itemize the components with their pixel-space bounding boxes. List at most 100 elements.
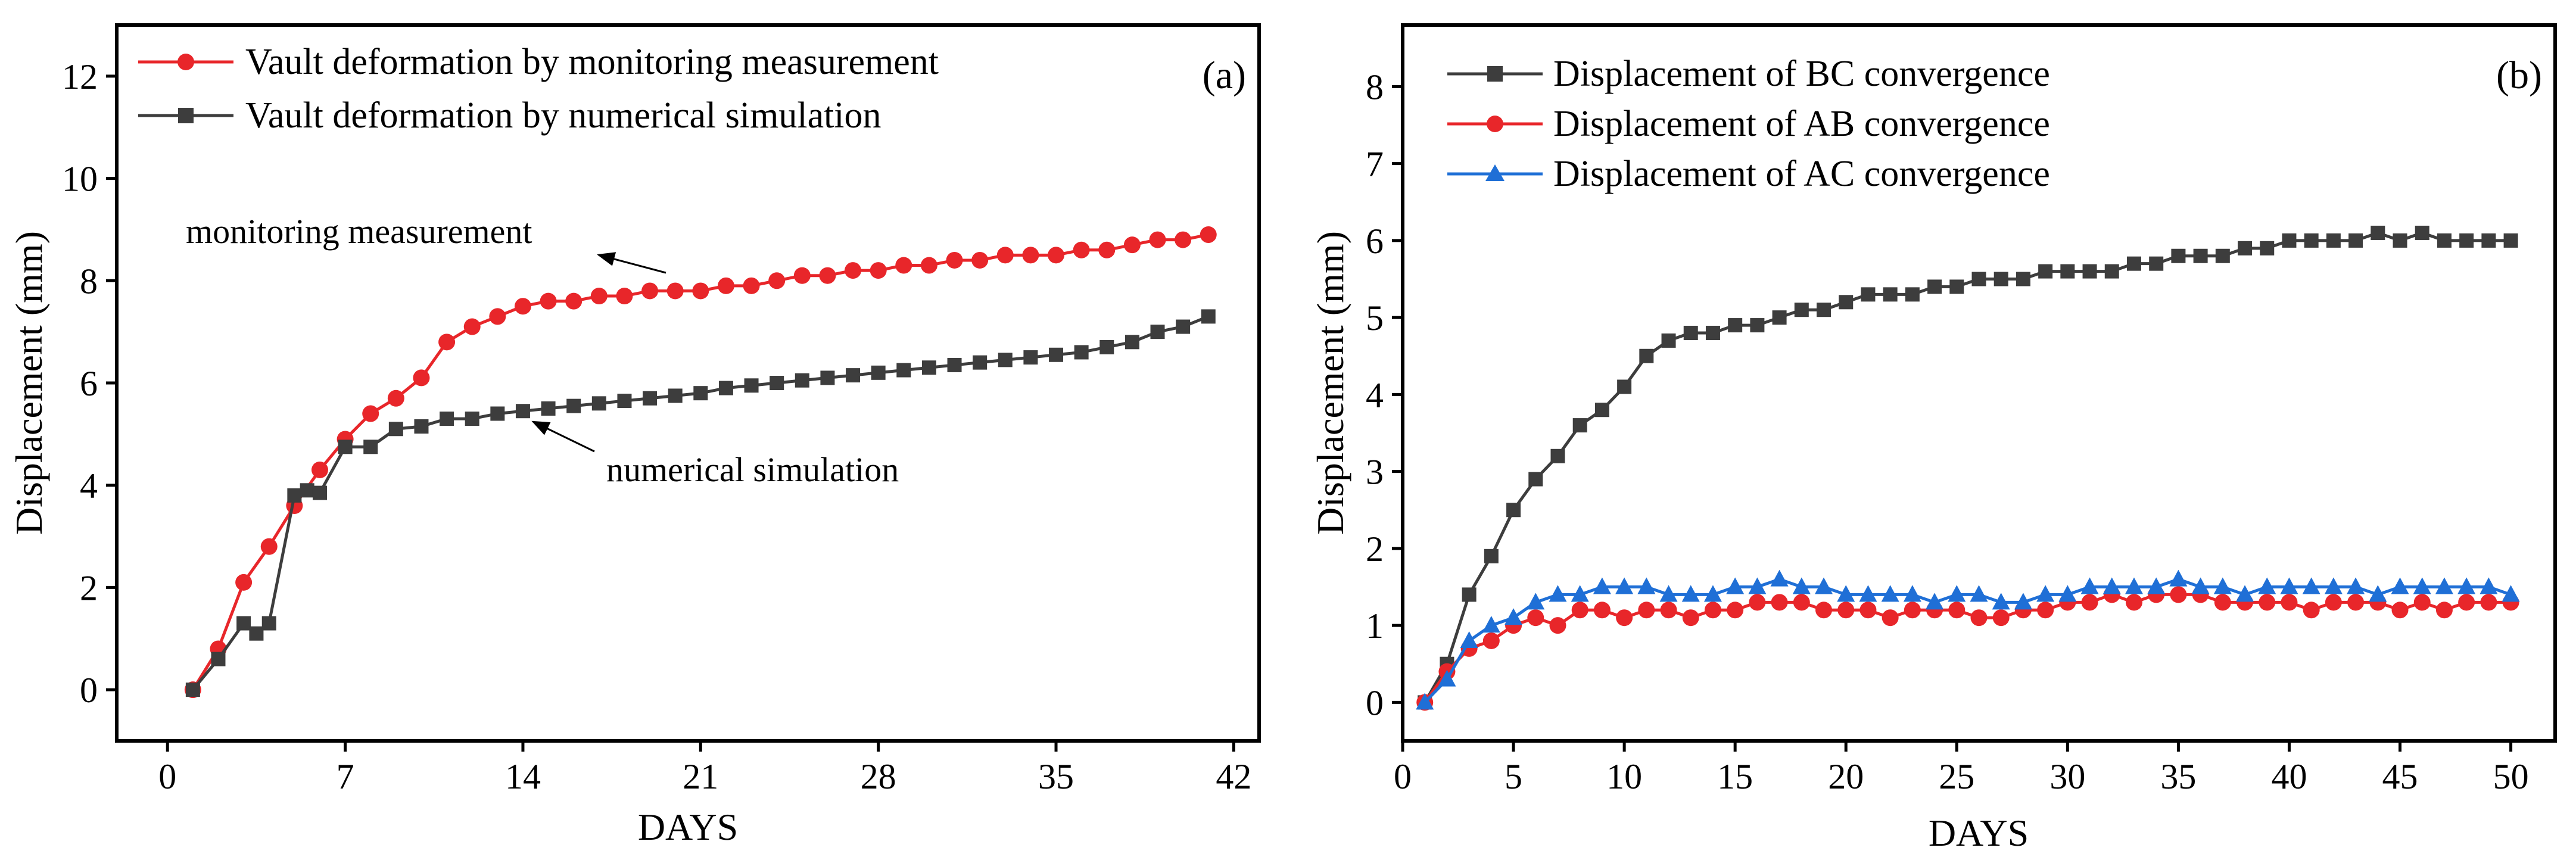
- panel-b-series-2-point-16: [1770, 569, 1789, 587]
- panel-b-series-0-point-10: [1639, 348, 1654, 363]
- panel-b-series-2-point-24: [1948, 585, 1966, 602]
- panel-a-x-tick-label-1: 7: [337, 757, 354, 796]
- panel-b-series-2-point-18: [1815, 577, 1833, 594]
- panel-b-x-tick-label-8: 40: [2271, 757, 2307, 796]
- panel-a-series-1-point-5: [287, 488, 302, 503]
- panel-a-x-tick-label-4: 28: [861, 757, 896, 796]
- panel-a-x-tick-label-2: 14: [505, 757, 541, 796]
- panel-b-series-2-point-40: [2302, 577, 2320, 594]
- panel-b-series-0-point-45: [2415, 225, 2429, 240]
- panel-a-series: [184, 226, 1217, 699]
- panel-b-series-1-point-44: [2391, 602, 2409, 619]
- panel-b-x-tick-label-5: 25: [1939, 757, 1974, 796]
- panel-b-series-2-point-37: [2236, 585, 2254, 602]
- panel-a-series-0-point-10: [438, 334, 456, 351]
- panel-a-series-1-point-25: [770, 376, 784, 390]
- legend-marker-ab: [1487, 116, 1503, 132]
- panel-b-series-2-point-21: [1881, 585, 1899, 602]
- panel-b-series-2-point-26: [1992, 593, 2010, 610]
- panel-a-series-0-point-3: [260, 538, 278, 555]
- panel-b-series-1-point-38: [2259, 594, 2276, 611]
- panel-b-series-0-point-8: [1594, 403, 1609, 417]
- panel-a-series-1-point-9: [363, 440, 378, 454]
- panel-b-series-2-point-41: [2324, 577, 2343, 594]
- panel-a-x-tick-label-0: 0: [158, 757, 176, 796]
- annotation-arrow-simulation: [531, 420, 595, 453]
- panel-a-series-0-point-23: [768, 272, 786, 289]
- panel-a-y-tick-label-0: 0: [80, 671, 98, 710]
- panel-b-series-1-point-6: [1549, 617, 1566, 634]
- panel-a-series-1-point-39: [1125, 335, 1139, 350]
- panel-a-series-1-point-24: [744, 378, 759, 393]
- panel-b-series-2-point-35: [2191, 577, 2210, 594]
- panel-a-x-tick-label-6: 42: [1216, 757, 1251, 796]
- panel-b-series-2-point-11: [1659, 585, 1678, 602]
- panel-b-series-0-point-48: [2481, 233, 2496, 248]
- panel-b-series-1-point-20: [1859, 602, 1877, 619]
- panel-b-series-0-point-40: [2304, 233, 2319, 248]
- panel-a-series-1-point-15: [515, 404, 530, 419]
- panel-b-series-0-point-26: [1993, 272, 2008, 286]
- panel-b-series-2-point-23: [1926, 593, 1944, 610]
- panel-a-legend: Vault deformation by monitoring measurem…: [138, 42, 939, 136]
- panel-a-series-1-point-13: [465, 412, 479, 426]
- panel-b-series-1-point-32: [2125, 594, 2142, 611]
- panel-b-series-0-point-37: [2238, 241, 2253, 255]
- panel-b-series-2-point-4: [1505, 608, 1523, 625]
- panel-b-series-1-point-26: [1992, 609, 2010, 627]
- panel-b-series-0-point-15: [1750, 318, 1765, 333]
- panel-a-series-0-point-26: [845, 262, 862, 279]
- panel-b-series-1-point-48: [2480, 594, 2497, 611]
- panel-a-series-0-point-40: [1200, 226, 1217, 244]
- panel-a-series-0-point-31: [971, 251, 989, 269]
- panel-a-series-1-point-36: [1049, 347, 1064, 362]
- panel-a-series-1-point-26: [795, 373, 809, 388]
- panel-a-series-0-point-33: [1022, 247, 1039, 264]
- panel-b-x-tick-label-6: 30: [2049, 757, 2085, 796]
- panel-b-y-tick-label-8: 8: [1366, 67, 1384, 107]
- panel-b-series-2-point-31: [2102, 577, 2121, 594]
- panel-b-series-2-point-22: [1903, 585, 1921, 602]
- panel-b-series-0-point-28: [2038, 264, 2053, 279]
- panel-a-y-axis-title: Displacement (mm): [8, 231, 50, 535]
- panel-a-x-tick-label-3: 21: [683, 757, 718, 796]
- panel-a-series-0-point-15: [565, 292, 583, 310]
- panel-a-series-1-point-10: [388, 422, 403, 437]
- panel-a-series-1-point-17: [566, 398, 581, 413]
- panel-a-annotations: monitoring measurement numerical simulat…: [186, 212, 899, 489]
- panel-b-x-tick-label-7: 35: [2160, 757, 2196, 796]
- panel-a-series-1-point-4: [261, 616, 276, 631]
- panel-a-series-1-point-16: [541, 401, 556, 416]
- panel-a-ticks: 0 7 14 21 28 35 42 0 2 4 6 8 10 12: [62, 57, 1251, 796]
- panel-a-series-1-point-21: [668, 388, 683, 403]
- panel-b-series-2-point-25: [1970, 585, 1988, 602]
- panel-a-series-1-point-1: [211, 652, 226, 666]
- panel-a-series-0-point-37: [1123, 236, 1141, 254]
- legend-label-bc: Displacement of BC convergence: [1553, 54, 2050, 94]
- panel-b-series-0-point-6: [1550, 448, 1565, 463]
- panel-b-series-1-point-25: [1970, 609, 1988, 627]
- panel-b-series-2-point-9: [1615, 577, 1634, 594]
- panel-b-series-2-point-28: [2036, 585, 2055, 602]
- panel-a-series-0-point-17: [616, 288, 633, 305]
- panel-a-series-0-point-18: [641, 282, 659, 300]
- panel-b-series-2-point-17: [1792, 577, 1811, 594]
- panel-a-series-1-point-29: [871, 365, 886, 380]
- panel-a-series-0-point-32: [996, 247, 1014, 264]
- panel-b-series-2-point-19: [1837, 585, 1855, 602]
- panel-b-series-0-point-18: [1817, 303, 1831, 317]
- panel-b-series-2-point-29: [2058, 585, 2077, 602]
- panel-a-series-1-point-41: [1176, 319, 1191, 334]
- panel-b-series-0-point-9: [1617, 379, 1632, 394]
- panel-b-series-2-point-47: [2457, 577, 2476, 594]
- panel-b-series-1-point-39: [2281, 594, 2298, 611]
- panel-b-y-tick-label-5: 5: [1366, 298, 1384, 338]
- panel-b-series-1-point-7: [1571, 602, 1588, 619]
- panel-b-series-0-point-17: [1794, 303, 1809, 317]
- panel-b-series-2-point-10: [1637, 577, 1656, 594]
- panel-a-series-1-point-42: [1201, 309, 1216, 324]
- panel-b-series-2-point-46: [2435, 577, 2453, 594]
- panel-a-series-0-point-35: [1073, 241, 1090, 258]
